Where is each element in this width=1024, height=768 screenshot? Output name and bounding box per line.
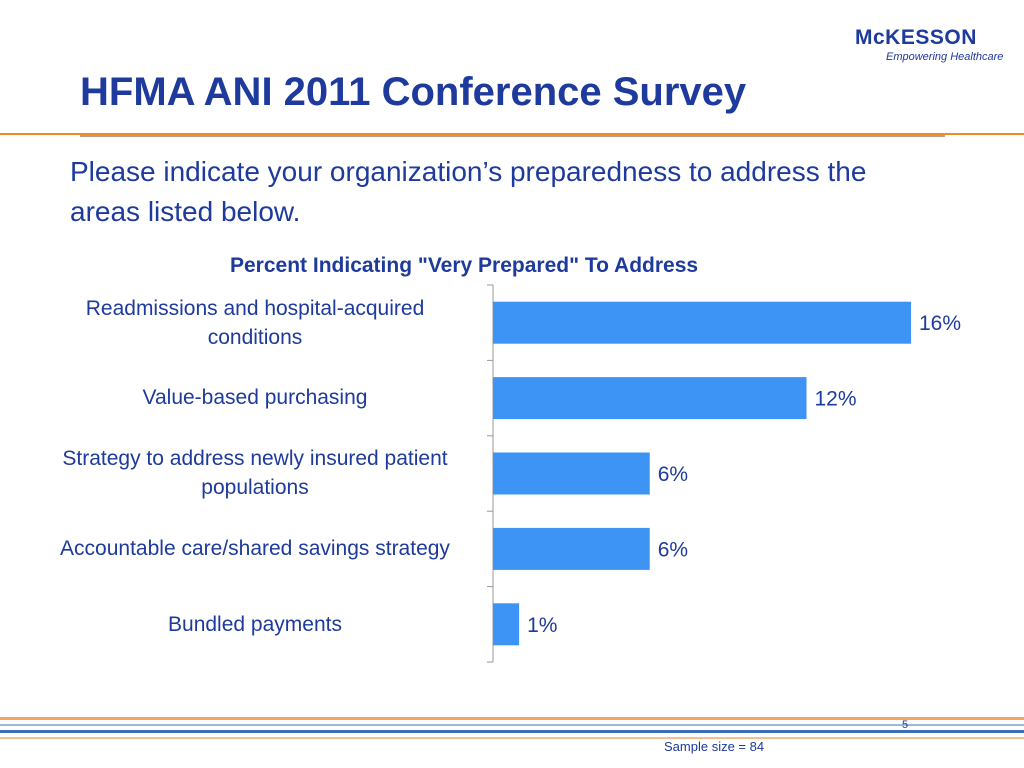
footer-stripe [0,737,1024,739]
category-label: Bundled payments [168,612,342,636]
bar [493,301,911,344]
footer-stripe [0,730,1024,733]
category-label: Readmissions and hospital-acquired condi… [85,296,425,349]
footer-stripe [0,724,1024,726]
value-label: 12% [815,388,857,411]
value-label: 16% [919,312,961,335]
slide-subtitle: Please indicate your organization’s prep… [70,156,867,227]
value-label: 6% [658,538,688,561]
bar [493,377,807,420]
category-label: Accountable care/shared savings strategy [60,537,450,561]
slide-title: HFMA ANI 2011 Conference Survey [80,70,747,114]
bar [493,603,520,646]
tagline: Empowering Healthcare [886,51,1004,63]
footnote: Sample size = 84 [664,739,765,754]
logo: McKESSON [855,26,977,49]
bar [493,527,650,570]
category-label: Strategy to address newly insured patien… [62,447,448,500]
value-label: 6% [658,463,688,486]
footer-stripe [0,717,1024,720]
value-label: 1% [527,614,557,637]
page-number: 5 [902,719,909,731]
category-label: Value-based purchasing [142,386,368,410]
chart-title: Percent Indicating "Very Prepared" To Ad… [230,254,699,277]
bar [493,452,650,495]
